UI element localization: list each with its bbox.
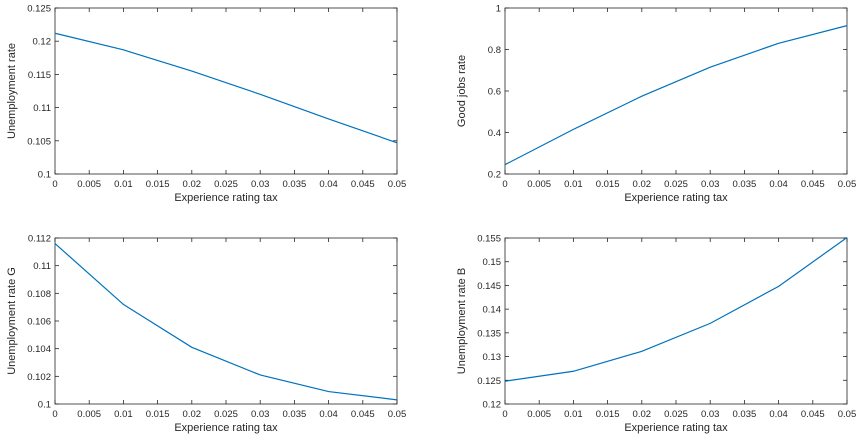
- x-axis-label: Experience rating tax: [624, 192, 728, 204]
- y-tick-label: 0.2: [488, 170, 501, 181]
- x-tick-label: 0.045: [351, 409, 375, 420]
- x-tick-label: 0.04: [769, 409, 788, 420]
- chart-panel-4: 0 0.005 0.01 0.015 0.02 0.025 0.03 0.035 0.04 0.0…: [456, 234, 856, 435]
- y-tick-label: 0.11: [33, 103, 51, 114]
- x-tick-label: 0.03: [701, 179, 720, 190]
- y-tick-label: 0.155: [477, 234, 501, 245]
- x-tick-label: 0.005: [77, 179, 101, 190]
- y-tick-label: 1: [496, 4, 501, 15]
- x-tick-label: 0.03: [251, 409, 270, 420]
- x-tick-label: 0.005: [527, 409, 551, 420]
- y-tick-label: 0.108: [27, 289, 51, 300]
- x-tick-label: 0.01: [564, 179, 583, 190]
- y-tick-label: 0.135: [477, 328, 501, 339]
- x-tick-label: 0.045: [351, 179, 375, 190]
- x-tick-label: 0.025: [214, 179, 238, 190]
- x-tick-label: 0: [52, 409, 57, 420]
- y-tick-label: 0.1: [38, 400, 51, 411]
- x-tick-label: 0.04: [319, 179, 338, 190]
- x-tick-label: 0.03: [701, 409, 720, 420]
- x-tick-label: 0.045: [801, 409, 825, 420]
- x-tick-label: 0: [502, 409, 507, 420]
- y-tick-label: 0.106: [27, 317, 51, 328]
- x-tick-label: 0.01: [114, 179, 133, 190]
- x-tick-label: 0.035: [733, 409, 757, 420]
- x-tick-label: 0.01: [114, 409, 133, 420]
- y-tick-label: 0.1: [38, 170, 51, 181]
- y-tick-label: 0.102: [27, 372, 51, 383]
- x-tick-label: 0.04: [769, 179, 788, 190]
- y-tick-label: 0.115: [28, 70, 51, 81]
- x-tick-label: 0.03: [251, 179, 270, 190]
- y-tick-label: 0.125: [477, 376, 501, 387]
- x-tick-label: 0.015: [596, 179, 620, 190]
- y-tick-label: 0.112: [28, 234, 51, 245]
- plot-area: [54, 7, 398, 175]
- x-tick-label: 0.05: [388, 409, 407, 420]
- y-axis-label: Unemployment rate: [6, 43, 18, 139]
- x-tick-label: 0.05: [838, 179, 857, 190]
- x-axis-label: Experience rating tax: [174, 192, 278, 204]
- y-tick-label: 0.104: [27, 344, 51, 355]
- y-tick-label: 0.4: [488, 128, 501, 139]
- x-tick-label: 0.02: [183, 409, 202, 420]
- chart-panel-2: 0 0.005 0.01 0.015 0.02 0.025 0.03 0.035 0.04 0.0…: [456, 4, 856, 205]
- x-tick-label: 0.035: [733, 179, 757, 190]
- series-line: [504, 25, 848, 166]
- y-tick-label: 0.12: [33, 37, 52, 48]
- x-tick-label: 0.02: [183, 179, 202, 190]
- x-tick-label: 0.005: [77, 409, 101, 420]
- plot-area: [504, 237, 848, 405]
- y-tick-label: 0.14: [483, 305, 502, 316]
- plot-area: [504, 7, 848, 175]
- x-tick-label: 0.015: [146, 179, 170, 190]
- x-tick-label: 0.02: [633, 179, 652, 190]
- x-tick-label: 0.015: [596, 409, 620, 420]
- x-tick-label: 0.035: [283, 179, 307, 190]
- x-axis-label: Experience rating tax: [174, 422, 278, 434]
- x-tick-label: 0.025: [664, 179, 688, 190]
- plot-area: [54, 237, 398, 405]
- x-tick-label: 0: [52, 179, 57, 190]
- x-tick-label: 0.01: [564, 409, 583, 420]
- chart-panel-3: 0 0.005 0.01 0.015 0.02 0.025 0.03 0.035 0.04 0.0…: [6, 234, 406, 435]
- x-tick-label: 0.02: [633, 409, 652, 420]
- y-tick-label: 0.11: [33, 261, 51, 272]
- y-tick-label: 0.145: [477, 281, 501, 292]
- x-axis-label: Experience rating tax: [624, 422, 728, 434]
- series-line: [54, 32, 398, 144]
- series-line: [504, 237, 848, 382]
- chart-panel-1: 0 0.005 0.01 0.015 0.02 0.025 0.03 0.035 0.04 0.0…: [6, 4, 406, 205]
- x-tick-label: 0.045: [801, 179, 825, 190]
- y-axis-label: Unemployment rate B: [456, 268, 468, 374]
- y-tick-label: 0.8: [488, 45, 501, 56]
- y-tick-label: 0.15: [483, 257, 502, 268]
- x-tick-label: 0.04: [319, 409, 338, 420]
- y-axis-label: Unemployment rate G: [6, 267, 18, 375]
- x-tick-label: 0.05: [388, 179, 407, 190]
- y-tick-label: 0.12: [483, 400, 502, 411]
- x-tick-label: 0.035: [283, 409, 307, 420]
- y-tick-label: 0.125: [27, 4, 51, 15]
- y-axis-label: Good jobs rate: [456, 55, 468, 127]
- y-tick-label: 0.105: [27, 136, 51, 147]
- x-tick-label: 0.005: [527, 179, 551, 190]
- y-tick-label: 0.13: [483, 352, 502, 363]
- x-tick-label: 0.025: [664, 409, 688, 420]
- x-tick-label: 0.015: [146, 409, 170, 420]
- y-tick-label: 0.6: [488, 87, 501, 98]
- x-tick-label: 0.05: [838, 409, 857, 420]
- series-line: [54, 243, 398, 401]
- x-tick-label: 0.025: [214, 409, 238, 420]
- x-tick-label: 0: [502, 179, 507, 190]
